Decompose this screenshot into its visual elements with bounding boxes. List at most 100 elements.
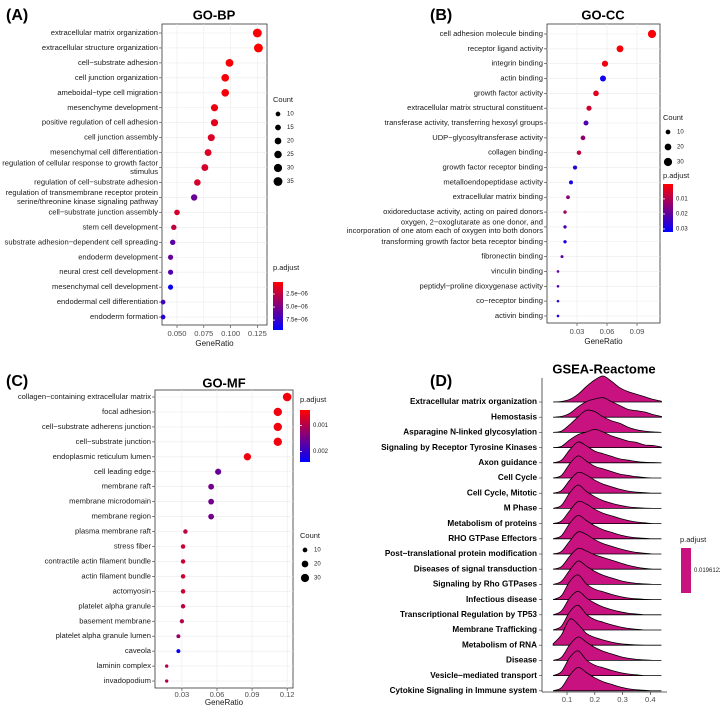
panel-label: (C)	[6, 373, 28, 390]
plot-frame	[154, 389, 294, 689]
y-tick-label: regulation of transmembrane receptor pro…	[6, 188, 159, 206]
y-tick-label: Axon guidance	[478, 458, 537, 467]
ridge	[552, 604, 662, 631]
dot	[253, 43, 263, 53]
size-legend-dot	[275, 111, 281, 117]
size-legend-label: 35	[287, 179, 294, 185]
x-tick-label: 0.2	[589, 695, 600, 704]
y-tick-label: positive regulation of cell adhesion	[42, 118, 158, 127]
color-legend-title: p.adjust	[300, 395, 327, 404]
y-tick-label: actin binding	[500, 74, 543, 83]
dot	[556, 299, 560, 303]
size-legend-label: 10	[287, 112, 294, 118]
y-tick-label: Hemostasis	[491, 412, 537, 421]
y-tick-label: co−receptor binding	[476, 296, 543, 305]
x-tick-label: 0.06	[600, 327, 615, 336]
dot	[208, 513, 215, 520]
y-tick-label: extracellular matrix structural constitu…	[407, 103, 544, 112]
y-tick-label: endodermal cell differentiation	[57, 297, 158, 306]
size-legend-dot	[273, 177, 283, 186]
dot	[563, 225, 567, 229]
y-tick-label: cell leading edge	[94, 467, 151, 476]
y-tick-label: Metabolism of proteins	[447, 519, 537, 528]
dot	[616, 45, 624, 53]
size-legend-dot	[664, 143, 672, 151]
color-legend-title: p.adjust	[273, 263, 300, 272]
y-tick-label: Asparagine N-linked glycosylation	[403, 428, 537, 437]
size-legend-label: 10	[314, 548, 321, 554]
y-tick-label: laminin complex	[97, 661, 152, 670]
dot	[221, 88, 230, 97]
y-tick-label: receptor ligand activity	[467, 44, 543, 53]
y-tick-label: extracellular structure organization	[42, 43, 158, 52]
y-tick-label: Infectious disease	[466, 595, 537, 604]
y-tick-label: ameboidal−type cell migration	[57, 88, 158, 97]
color-legend-title: p.adjust	[680, 535, 707, 544]
dot	[556, 284, 560, 288]
y-tick-label: Transcriptional Regulation by TP53	[400, 610, 537, 619]
y-tick-label: Diseases of signal transduction	[414, 564, 537, 573]
ridge	[553, 375, 662, 403]
size-legend-dot	[663, 157, 673, 167]
size-legend-label: 30	[287, 166, 294, 172]
size-legend-dot	[301, 560, 309, 568]
x-tick-label: 0.1	[562, 695, 573, 704]
y-tick-label: Signaling by Receptor Tyrosine Kinases	[381, 443, 537, 452]
x-tick-label: 0.3	[617, 695, 628, 704]
y-tick-label: mesenchyme development	[67, 103, 159, 112]
y-tick-label: membrane region	[91, 512, 151, 521]
x-tick-label: 0.09	[245, 690, 260, 699]
y-tick-label: cell junction organization	[75, 73, 158, 82]
dot	[556, 314, 560, 318]
size-legend-dot	[302, 547, 308, 553]
size-legend-dot	[273, 163, 283, 173]
chart-title: GO-BP	[193, 7, 236, 22]
size-legend-title: Count	[273, 95, 294, 104]
chart-title: GSEA-Reactome	[552, 361, 655, 376]
color-bar	[300, 410, 310, 462]
y-tick-label: RHO GTPase Effectors	[448, 534, 537, 543]
dot	[190, 194, 198, 201]
size-legend-label: 20	[677, 145, 684, 151]
ridge	[553, 397, 662, 418]
size-legend-dot	[665, 129, 671, 135]
x-tick-label: 0.03	[570, 327, 585, 336]
dot	[647, 29, 657, 39]
y-tick-label: Extracellular matrix organization	[410, 397, 537, 406]
y-tick-label: endoplasmic reticulum lumen	[53, 452, 151, 461]
dot	[176, 649, 181, 654]
x-axis-title: GeneRatio	[584, 337, 623, 346]
color-tick-label: 0.01	[676, 196, 688, 202]
dot	[194, 179, 201, 186]
y-tick-label: oxidoreductase activity, acting on paire…	[383, 207, 543, 216]
dot	[180, 574, 186, 579]
dot	[273, 422, 282, 432]
y-tick-label: Membrane Trafficking	[452, 625, 537, 634]
color-bar	[273, 282, 283, 330]
x-tick-label: 0.050	[167, 329, 186, 338]
dot	[580, 135, 586, 141]
color-tick-label: 0.03	[676, 227, 688, 233]
dot	[221, 74, 230, 82]
dot	[167, 284, 174, 290]
y-tick-label: invadopodium	[104, 676, 151, 685]
dot	[160, 314, 166, 320]
color-tick-label: 0.01961228	[694, 568, 720, 574]
y-tick-label: Cell Cycle	[498, 473, 538, 482]
ridge	[553, 409, 662, 433]
y-tick-label: platelet alpha granule	[78, 601, 151, 610]
dot	[165, 664, 169, 668]
dot	[160, 299, 166, 305]
y-tick-label: substrate adhesion−dependent cell spread…	[5, 237, 158, 246]
x-tick-label: 0.06	[210, 690, 225, 699]
plot-frame	[546, 23, 661, 324]
color-tick-label: 7.5e−06	[286, 318, 309, 324]
y-tick-label: endoderm formation	[90, 312, 158, 321]
y-tick-label: integrin binding	[491, 59, 543, 68]
y-tick-label: regulation of cellular response to growt…	[2, 158, 158, 176]
dot	[563, 210, 567, 214]
dot	[207, 134, 215, 142]
color-tick-label: 5.0e−06	[286, 305, 309, 311]
dot	[204, 149, 212, 157]
